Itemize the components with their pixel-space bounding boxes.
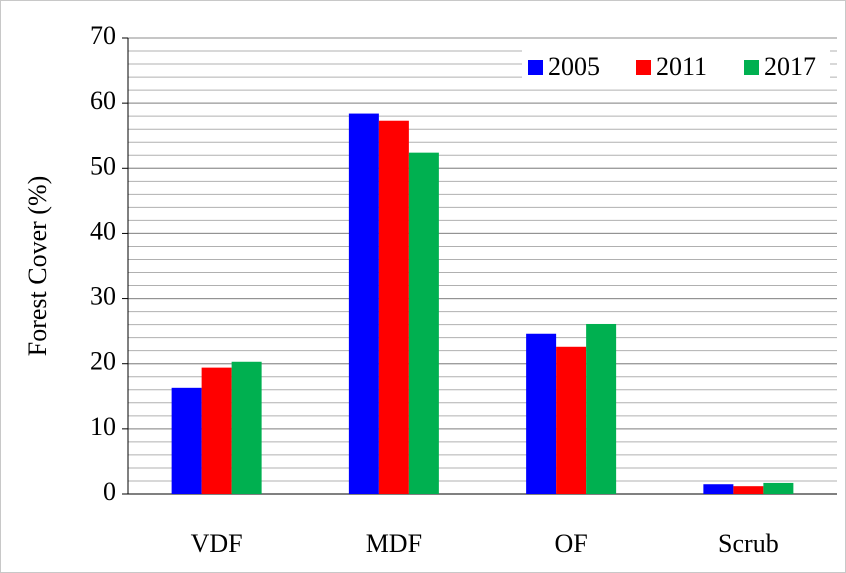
legend-swatch — [636, 60, 651, 75]
y-axis-label: Forest Cover (%) — [23, 176, 52, 357]
legend-label: 2005 — [548, 52, 600, 81]
y-tick-label: 20 — [90, 347, 116, 376]
bar — [378, 120, 409, 494]
bar — [763, 482, 794, 494]
y-tick-label: 30 — [90, 282, 116, 311]
legend-label: 2011 — [656, 52, 707, 81]
bar — [733, 486, 764, 494]
bar — [526, 333, 557, 494]
y-tick-label: 70 — [90, 21, 116, 50]
y-tick-label: 10 — [90, 412, 116, 441]
x-tick-label: OF — [555, 529, 588, 558]
bar — [201, 367, 232, 494]
y-tick-label: 50 — [90, 151, 116, 180]
x-tick-label: VDF — [191, 529, 243, 558]
legend-swatch — [744, 60, 759, 75]
bar — [408, 152, 439, 494]
legend-label: 2017 — [764, 52, 816, 81]
legend-swatch — [528, 60, 543, 75]
bar — [231, 361, 262, 494]
x-tick-label: MDF — [366, 529, 422, 558]
bar — [171, 387, 202, 494]
y-tick-label: 60 — [90, 86, 116, 115]
bar — [703, 484, 734, 494]
bar — [348, 113, 379, 495]
bar — [586, 323, 617, 494]
legend-box — [522, 50, 830, 86]
y-tick-label: 0 — [103, 477, 116, 506]
y-tick-label: 40 — [90, 216, 116, 245]
x-tick-label: Scrub — [718, 529, 779, 558]
bar — [556, 346, 587, 494]
